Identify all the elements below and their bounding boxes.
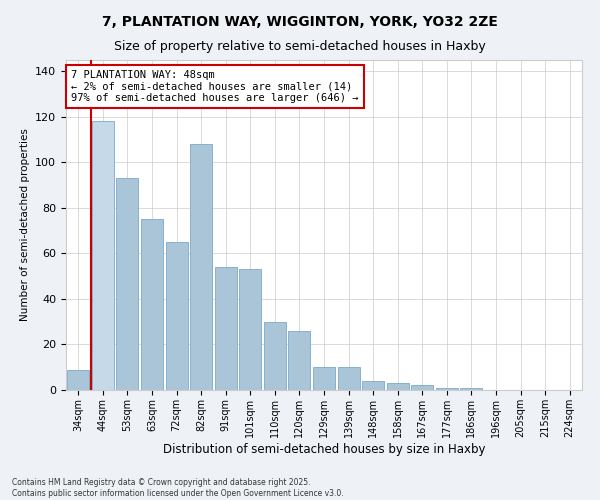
Text: Size of property relative to semi-detached houses in Haxby: Size of property relative to semi-detach… — [114, 40, 486, 53]
Bar — [67, 370, 89, 390]
Bar — [166, 242, 188, 390]
X-axis label: Distribution of semi-detached houses by size in Haxby: Distribution of semi-detached houses by … — [163, 442, 485, 456]
Bar — [436, 388, 458, 390]
Bar — [386, 383, 409, 390]
Bar — [338, 367, 359, 390]
Bar — [190, 144, 212, 390]
Bar — [215, 267, 237, 390]
Text: 7 PLANTATION WAY: 48sqm
← 2% of semi-detached houses are smaller (14)
97% of sem: 7 PLANTATION WAY: 48sqm ← 2% of semi-det… — [71, 70, 359, 103]
Bar — [411, 386, 433, 390]
Text: 7, PLANTATION WAY, WIGGINTON, YORK, YO32 2ZE: 7, PLANTATION WAY, WIGGINTON, YORK, YO32… — [102, 15, 498, 29]
Bar — [141, 220, 163, 390]
Bar — [239, 270, 262, 390]
Bar — [264, 322, 286, 390]
Text: Contains HM Land Registry data © Crown copyright and database right 2025.
Contai: Contains HM Land Registry data © Crown c… — [12, 478, 344, 498]
Bar — [289, 331, 310, 390]
Bar — [116, 178, 139, 390]
Bar — [362, 381, 384, 390]
Bar — [92, 122, 114, 390]
Bar — [313, 367, 335, 390]
Y-axis label: Number of semi-detached properties: Number of semi-detached properties — [20, 128, 29, 322]
Bar — [460, 388, 482, 390]
